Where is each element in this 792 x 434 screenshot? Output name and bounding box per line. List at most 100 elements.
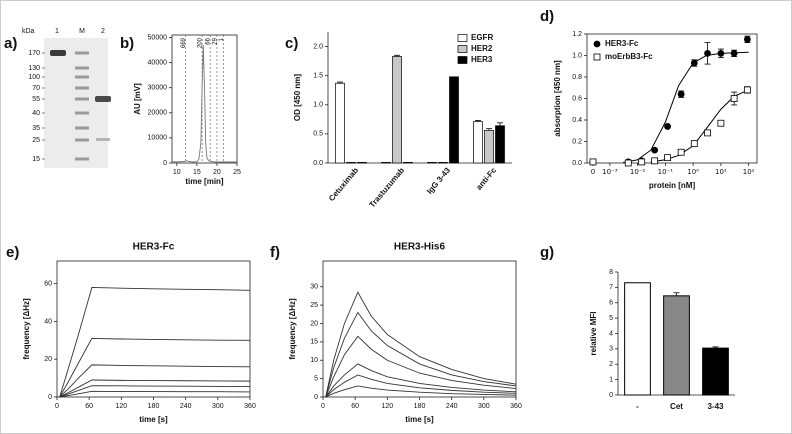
- y-tick-label: 8: [609, 269, 613, 276]
- y-axis-title: OD [450 nm]: [293, 74, 302, 121]
- y-tick-label: 0: [609, 392, 613, 399]
- x-tick-label: 0: [55, 403, 59, 410]
- line-series: [57, 286, 251, 398]
- marker-label: 1: [219, 37, 225, 41]
- bar: [473, 121, 483, 164]
- legend-label: HER3-Fc: [605, 39, 639, 48]
- y-tick-label: 0: [314, 394, 318, 401]
- y-tick-label: 0.5: [313, 131, 323, 138]
- x-tick-label: 10⁻²: [630, 168, 646, 176]
- marker-label: 669: [181, 37, 187, 48]
- y-tick-label: 1.5: [313, 73, 323, 80]
- x-tick-label: 60: [85, 403, 93, 410]
- legend-marker: [593, 40, 601, 48]
- y-tick-label: 7: [609, 284, 613, 291]
- x-tick-label: 0: [591, 168, 595, 176]
- y-axis-title: frequency [ΔHz]: [22, 298, 31, 360]
- y-tick-label: 3: [609, 346, 613, 353]
- x-tick-label: 120: [115, 403, 127, 410]
- y-tick-label: 1.2: [572, 31, 582, 38]
- x-tick-label: 60: [351, 403, 359, 410]
- panel-label: f): [270, 244, 280, 261]
- x-tick-label: 0: [321, 403, 325, 410]
- bar: [335, 82, 345, 164]
- marker-label: 15: [32, 156, 40, 163]
- y-tick-label: 5: [609, 315, 613, 322]
- y-tick-label: 25: [310, 302, 318, 309]
- marker-label: 70: [32, 85, 40, 92]
- x-tick-label: 180: [148, 403, 160, 410]
- gel-background: [44, 38, 108, 168]
- y-tick-label: 0: [48, 394, 52, 401]
- y-tick-label: 30000: [148, 85, 168, 92]
- x-tick-label: 120: [381, 403, 393, 410]
- y-tick-label: 1.0: [572, 52, 582, 59]
- x-tick-label: 300: [212, 403, 224, 410]
- bar: [392, 56, 402, 164]
- x-tick-label: 360: [510, 403, 522, 410]
- marker-label: 29: [213, 37, 219, 44]
- bar: [663, 295, 690, 396]
- y-tick-label: 0.2: [572, 138, 582, 145]
- legend-swatch: [457, 45, 468, 53]
- legend-label: HER2: [471, 44, 493, 53]
- x-tick-label: -: [636, 402, 639, 411]
- line-series: [57, 385, 251, 398]
- bar: [495, 125, 505, 164]
- point: [704, 49, 711, 57]
- x-tick-label: 25: [233, 169, 241, 176]
- panel-label: d): [540, 8, 554, 25]
- marker-label: 35: [32, 125, 40, 132]
- ladder-band: [75, 86, 89, 90]
- line-series: [323, 374, 517, 398]
- band: [50, 50, 66, 56]
- bar: [624, 282, 651, 396]
- lane-label: M: [79, 28, 85, 35]
- x-tick-label: 10⁻¹: [658, 168, 674, 176]
- bar: [427, 162, 437, 164]
- marker-label: 170: [28, 50, 40, 57]
- y-tick-label: 10000: [148, 135, 168, 142]
- ladder-band: [75, 97, 89, 101]
- legend-label: EGFR: [471, 33, 493, 42]
- y-tick-label: 60: [44, 281, 52, 288]
- bar: [484, 130, 494, 164]
- point: [743, 35, 751, 43]
- y-tick-label: 2.0: [313, 43, 323, 50]
- point: [690, 140, 698, 148]
- point: [651, 157, 659, 165]
- y-tick-label: 0.4: [572, 117, 582, 124]
- y-tick-label: 10: [310, 357, 318, 364]
- panel-label: e): [6, 244, 19, 261]
- point: [589, 158, 597, 166]
- point: [677, 148, 685, 156]
- y-tick-label: 1: [609, 376, 613, 383]
- point: [717, 49, 725, 57]
- x-tick-label: 180: [414, 403, 426, 410]
- y-tick-label: 2: [609, 361, 613, 368]
- y-tick-label: 4: [609, 330, 613, 337]
- gel-unit: kDa: [22, 28, 35, 35]
- point: [651, 146, 659, 154]
- marker-label: 25: [32, 137, 40, 144]
- legend-label: HER3: [471, 55, 493, 64]
- marker-label: 66: [206, 37, 212, 44]
- chart-title: HER3-His6: [394, 242, 446, 253]
- y-tick-label: 20000: [148, 110, 168, 117]
- x-tick-label: 10⁻³: [602, 168, 618, 176]
- y-tick-label: 15: [310, 339, 318, 346]
- line-series: [57, 337, 251, 398]
- y-axis-title: frequency [ΔHz]: [288, 298, 297, 360]
- y-tick-label: 0.0: [572, 160, 582, 167]
- x-axis-title: time [s]: [139, 415, 168, 424]
- x-tick-label: 10²: [743, 168, 755, 176]
- point: [730, 95, 738, 102]
- x-tick-label: 360: [244, 403, 256, 410]
- x-tick-label: 10⁰: [687, 168, 699, 176]
- marker-label: 55: [32, 96, 40, 103]
- y-tick-label: 40000: [148, 59, 168, 66]
- band: [95, 96, 111, 102]
- panel-label: c): [285, 35, 298, 52]
- x-axis-title: time [min]: [185, 177, 224, 186]
- y-axis-title: relative MFI: [589, 311, 598, 355]
